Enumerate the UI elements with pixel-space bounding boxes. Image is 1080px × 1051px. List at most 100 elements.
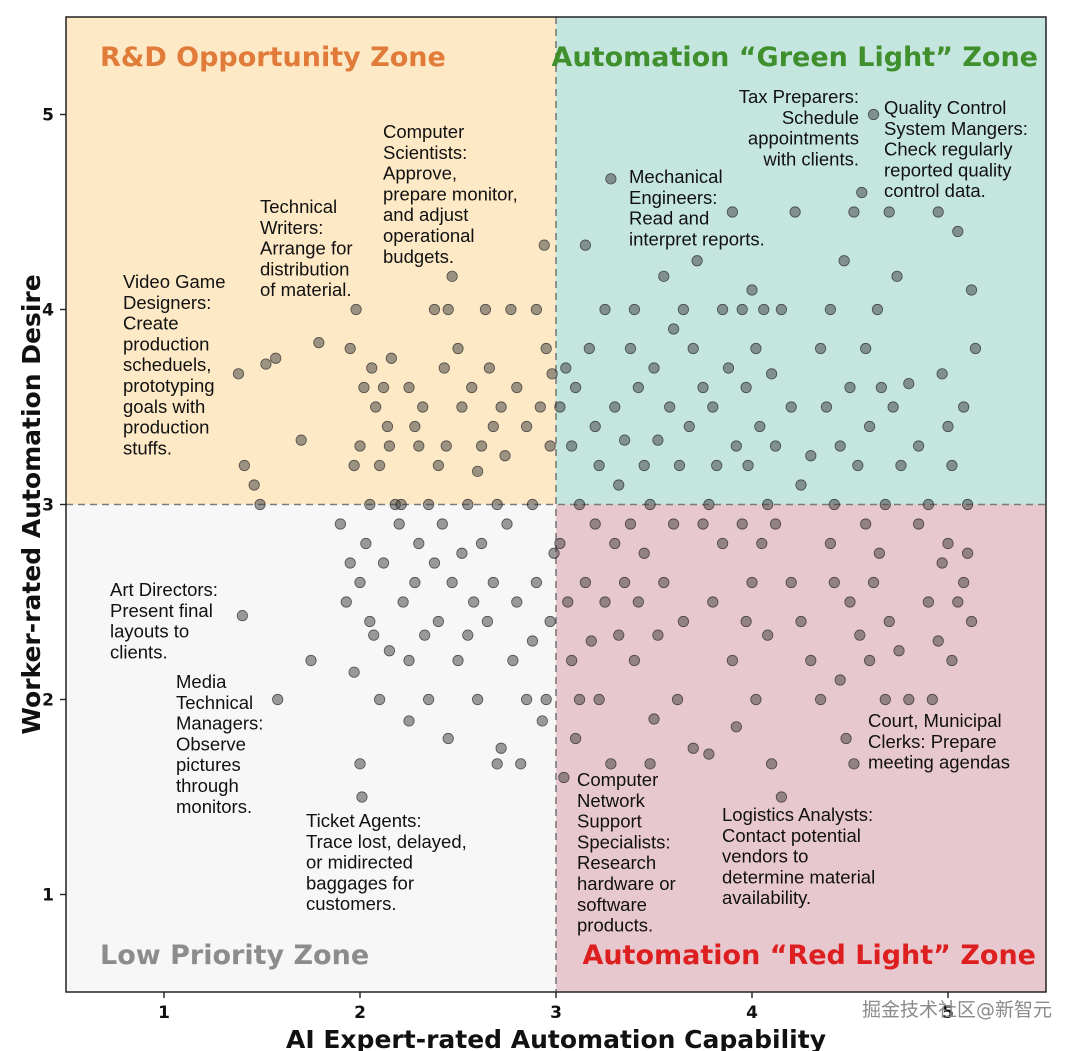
data-point xyxy=(805,450,817,462)
data-point xyxy=(370,401,382,413)
annotation-label: Court, Municipal Clerks: Prepare meeting a… xyxy=(868,710,1010,773)
data-point xyxy=(593,459,605,472)
data-point xyxy=(838,255,850,267)
data-point xyxy=(358,381,370,394)
data-point xyxy=(393,518,405,530)
data-point xyxy=(585,635,597,647)
data-point xyxy=(711,459,723,472)
data-point xyxy=(922,498,935,511)
data-point xyxy=(487,420,499,433)
data-point xyxy=(742,459,754,472)
data-point xyxy=(848,206,860,218)
data-point xyxy=(385,352,397,364)
data-point xyxy=(589,518,601,530)
zone-2 xyxy=(66,504,556,992)
data-point xyxy=(573,498,586,511)
annotation-label: Logistics Analysts: Contact potential vend… xyxy=(722,804,875,908)
data-point xyxy=(589,420,601,433)
data-point xyxy=(871,303,884,316)
data-point xyxy=(409,420,421,433)
data-point xyxy=(248,479,260,491)
data-point xyxy=(487,576,499,589)
data-point xyxy=(562,596,574,608)
data-point xyxy=(605,173,617,185)
data-point xyxy=(270,352,282,364)
data-point xyxy=(854,629,866,641)
data-point xyxy=(765,368,778,380)
data-point xyxy=(395,498,407,511)
data-point xyxy=(667,323,680,335)
data-point xyxy=(554,401,566,413)
annotation-label: Mechanical Engineers: Read and interpret re… xyxy=(629,166,765,249)
data-point xyxy=(716,537,729,550)
data-point xyxy=(624,342,637,355)
data-point xyxy=(961,498,974,511)
data-point xyxy=(417,401,429,413)
data-point xyxy=(703,748,715,760)
data-point xyxy=(658,270,670,282)
data-point xyxy=(746,576,758,589)
x-tick-label: 2 xyxy=(354,1003,366,1023)
data-point xyxy=(664,401,676,413)
data-point xyxy=(599,596,611,608)
data-point xyxy=(368,629,380,641)
data-point xyxy=(756,537,768,550)
data-point xyxy=(540,693,552,706)
data-point xyxy=(805,654,817,667)
data-point xyxy=(432,615,444,628)
data-point xyxy=(579,239,592,251)
data-point xyxy=(671,693,684,706)
data-point xyxy=(840,732,852,745)
data-point xyxy=(495,742,507,754)
data-point xyxy=(475,537,488,550)
data-point xyxy=(860,342,872,355)
data-point xyxy=(452,654,464,667)
data-point xyxy=(844,596,856,608)
data-point xyxy=(491,758,503,770)
data-point xyxy=(863,654,876,667)
data-point xyxy=(593,693,605,706)
zone-title-3: Automation “Red Light” Zone xyxy=(582,940,1036,971)
data-point xyxy=(442,732,454,745)
data-point xyxy=(569,732,582,745)
data-point xyxy=(658,576,670,589)
data-point xyxy=(946,654,958,667)
data-point xyxy=(697,381,709,394)
data-point xyxy=(360,537,372,550)
data-point xyxy=(691,255,703,267)
data-point xyxy=(403,381,415,394)
zone-title-1: Automation “Green Light” Zone xyxy=(552,42,1038,73)
data-point xyxy=(736,303,748,316)
data-point xyxy=(422,693,435,706)
data-point xyxy=(356,791,368,803)
data-point xyxy=(730,440,742,452)
data-point xyxy=(758,303,770,316)
data-point xyxy=(942,537,954,550)
data-point xyxy=(295,434,307,446)
zone-titles: R&D Opportunity Zone Automation “Green Li… xyxy=(100,42,1038,971)
data-point xyxy=(903,693,915,706)
data-point xyxy=(740,381,752,394)
data-point xyxy=(952,596,964,608)
data-point xyxy=(501,518,513,530)
data-point xyxy=(834,440,846,452)
data-point xyxy=(609,537,621,550)
data-point xyxy=(232,368,245,380)
data-point xyxy=(313,337,325,349)
data-point xyxy=(377,557,390,569)
data-point xyxy=(867,108,880,121)
data-point xyxy=(648,713,660,725)
data-point xyxy=(354,758,366,770)
data-point xyxy=(648,362,660,374)
data-point xyxy=(534,401,546,413)
data-point xyxy=(236,610,248,622)
data-point xyxy=(452,342,464,355)
data-point xyxy=(677,615,690,628)
axis-ticks: 1 2 3 4 5 1 2 3 4 5 xyxy=(42,106,954,1024)
annotation-label: Video Game Designers: Create production sche… xyxy=(123,271,226,458)
data-point xyxy=(887,401,899,413)
data-point xyxy=(499,450,511,462)
data-point xyxy=(824,537,837,550)
data-point xyxy=(893,645,905,657)
zone-0 xyxy=(66,17,556,505)
